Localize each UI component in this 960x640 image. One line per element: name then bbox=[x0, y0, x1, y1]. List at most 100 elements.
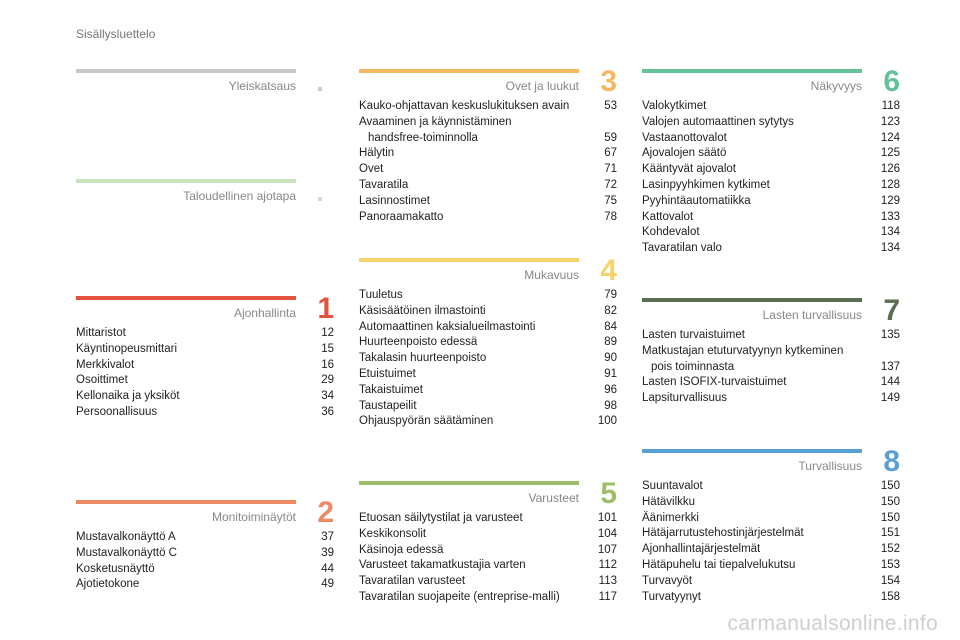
toc-entry[interactable]: Mustavalkonäyttö C 39 bbox=[76, 546, 334, 562]
section-title: Varusteet bbox=[528, 491, 579, 505]
toc-entry[interactable]: Mittaristot 12 bbox=[76, 326, 334, 342]
section-title: Yleiskatsaus bbox=[228, 79, 296, 93]
toc-entry[interactable]: Lasten ISOFIX-turvaistuimet 144 bbox=[642, 375, 900, 391]
section-title: Monitoiminäytöt bbox=[211, 510, 296, 524]
entry-page-number: 75 bbox=[604, 194, 617, 207]
toc-entry[interactable]: Pyyhintäautomatiikka 129 bbox=[642, 194, 900, 210]
toc-entry[interactable]: Äänimerkki 150 bbox=[642, 511, 900, 527]
toc-entry[interactable]: Kattovalot 133 bbox=[642, 210, 900, 226]
section-header[interactable]: Ovet ja luukut 3 bbox=[359, 67, 617, 97]
section-number: 5 bbox=[600, 477, 617, 510]
toc-entry[interactable]: Ovet 71 bbox=[359, 162, 617, 178]
toc-entry[interactable]: Hälytin 67 bbox=[359, 146, 617, 162]
toc-entry[interactable]: Tavaratilan suojapeite (entreprise-malli… bbox=[359, 590, 617, 606]
entry-title: Etuosan säilytystilat ja varusteet bbox=[359, 512, 523, 524]
toc-entry[interactable]: Lapsiturvallisuus 149 bbox=[642, 391, 900, 407]
toc-entry[interactable]: Käsisäätöinen ilmastointi 82 bbox=[359, 304, 617, 320]
toc-entry[interactable]: Ajovalojen säätö 125 bbox=[642, 146, 900, 162]
toc-entry[interactable]: Taustapeilit 98 bbox=[359, 399, 617, 415]
entry-page-number: 78 bbox=[604, 210, 617, 223]
section-header[interactable]: Taloudellinen ajotapa bbox=[76, 183, 334, 205]
toc-entry[interactable]: Hätäjarrutustehostinjärjestelmät 151 bbox=[642, 526, 900, 542]
toc-entry[interactable]: Varusteet takamatkustajia varten 112 bbox=[359, 558, 617, 574]
toc-entry[interactable]: Takalasin huurteenpoisto 90 bbox=[359, 351, 617, 367]
toc-entry[interactable]: Tuuletus 79 bbox=[359, 288, 617, 304]
toc-entry[interactable]: Tavaratila 72 bbox=[359, 178, 617, 194]
toc-entry[interactable]: Ajonhallintajärjestelmät 152 bbox=[642, 542, 900, 558]
entry-page-number: 117 bbox=[598, 590, 617, 603]
section-header[interactable]: Näkyvyys 6 bbox=[642, 67, 900, 97]
entry-list: Valokytkimet 118 Valojen automaattinen syt… bbox=[642, 99, 900, 257]
toc-entry[interactable]: Etuistuimet 91 bbox=[359, 367, 617, 383]
toc-entry[interactable]: Osoittimet 29 bbox=[76, 373, 334, 389]
toc-entry[interactable]: Lasinnostimet 75 bbox=[359, 194, 617, 210]
section-color-bar bbox=[76, 500, 296, 504]
entry-title: Takaistuimet bbox=[359, 383, 423, 396]
toc-entry[interactable]: Panoraamakatto 78 bbox=[359, 210, 617, 226]
entry-title: Käsisäätöinen ilmastointi bbox=[359, 304, 486, 317]
toc-entry[interactable]: Ohjauspyörän säätäminen 100 bbox=[359, 414, 617, 430]
entry-title: Ajotietokone bbox=[76, 578, 140, 591]
entry-page-number: 133 bbox=[880, 210, 900, 223]
toc-entry[interactable]: Vastaanottovalot 124 bbox=[642, 131, 900, 147]
section-title: Ovet ja luukut bbox=[505, 79, 579, 93]
entry-list: Mustavalkonäyttö A 37 Mustavalkonäyttö C 39… bbox=[76, 530, 334, 593]
entry-page-number: 71 bbox=[604, 163, 617, 176]
toc-entry[interactable]: Keskikonsolit 104 bbox=[359, 527, 617, 543]
section-header[interactable]: Ajonhallinta 1 bbox=[76, 294, 334, 324]
entry-title: Tavaratilan suojapeite (entreprise-malli… bbox=[359, 590, 560, 603]
toc-entry[interactable]: Valojen automaattinen sytytys 123 bbox=[642, 115, 900, 131]
entry-page-number: 151 bbox=[880, 527, 900, 540]
toc-entry[interactable]: Kohdevalot 134 bbox=[642, 225, 900, 241]
toc-entry[interactable]: Tavaratilan varusteet 113 bbox=[359, 574, 617, 590]
toc-entry[interactable]: Persoonallisuus 36 bbox=[76, 405, 334, 421]
toc-entry[interactable]: Turvatyynyt 158 bbox=[642, 590, 900, 606]
section-number: 3 bbox=[600, 65, 617, 98]
toc-entry[interactable]: Turvavyöt 154 bbox=[642, 574, 900, 590]
entry-page-number: 152 bbox=[880, 543, 900, 556]
toc-entry[interactable]: Lasten turvaistuimet 135 bbox=[642, 328, 900, 344]
section-header[interactable]: Monitoiminäytöt 2 bbox=[76, 498, 334, 528]
section-color-bar bbox=[359, 481, 579, 485]
toc-entry[interactable]: Kauko-ohjattavan keskuslukituksen avain 5… bbox=[359, 99, 617, 115]
toc-entry[interactable]: Käsinoja edessä 107 bbox=[359, 543, 617, 559]
section-header[interactable]: Varusteet 5 bbox=[359, 479, 617, 509]
entry-page-number: 82 bbox=[604, 304, 617, 317]
section-color-bar bbox=[359, 69, 579, 73]
toc-entry[interactable]: Etuosan säilytystilat ja varusteet 101 bbox=[359, 511, 617, 527]
entry-title: Ohjauspyörän säätäminen bbox=[359, 415, 494, 428]
toc-entry[interactable]: Suuntavalot 150 bbox=[642, 479, 900, 495]
toc-entry[interactable]: Kellonaika ja yksiköt 34 bbox=[76, 389, 334, 405]
section-header[interactable]: Lasten turvallisuus 7 bbox=[642, 296, 900, 326]
toc-entry[interactable]: Lasinpyyhkimen kytkimet 128 bbox=[642, 178, 900, 194]
toc-entry[interactable]: Kosketusnäyttö 44 bbox=[76, 562, 334, 578]
toc-entry[interactable]: Valokytkimet 118 bbox=[642, 99, 900, 115]
entry-list: Lasten turvaistuimet 135 Matkustajan etutu… bbox=[642, 328, 900, 407]
toc-entry[interactable]: Tavaratilan valo 134 bbox=[642, 241, 900, 257]
section-number: 2 bbox=[317, 496, 334, 529]
toc-section-nakyvyys: Näkyvyys 6 Valokytkimet 118 Valojen automaat… bbox=[642, 67, 900, 257]
entry-title: Ovet bbox=[359, 163, 384, 176]
section-header[interactable]: Turvallisuus 8 bbox=[642, 447, 900, 477]
toc-entry[interactable]: Mustavalkonäyttö A 37 bbox=[76, 530, 334, 546]
entry-page-number: 154 bbox=[880, 574, 900, 587]
entry-title: Pyyhintäautomatiikka bbox=[642, 194, 751, 207]
entry-page-number: 129 bbox=[880, 194, 900, 207]
toc-entry[interactable]: Kääntyvät ajovalot 126 bbox=[642, 162, 900, 178]
toc-entry[interactable]: Takaistuimet 96 bbox=[359, 383, 617, 399]
toc-entry[interactable]: Hätävilkku 150 bbox=[642, 495, 900, 511]
toc-entry[interactable]: Huurteenpoisto edessä 89 bbox=[359, 335, 617, 351]
toc-entry[interactable]: Automaattinen kaksialueilmastointi 84 bbox=[359, 320, 617, 336]
section-header[interactable]: Mukavuus 4 bbox=[359, 256, 617, 286]
toc-entry[interactable]: Käyntinopeusmittari 15 bbox=[76, 342, 334, 358]
toc-entry[interactable]: Matkustajan etuturvatyynyn kytkeminen po… bbox=[642, 344, 900, 376]
toc-entry[interactable]: Hätäpuhelu tai tiepalvelukutsu 153 bbox=[642, 558, 900, 574]
toc-entry[interactable]: Avaaminen ja käynnistäminen hands­free-t… bbox=[359, 115, 617, 147]
entry-list: Mittaristot 12 Käyntinopeusmittari 15 Merkki… bbox=[76, 326, 334, 421]
entry-page-number: 15 bbox=[321, 342, 334, 355]
toc-entry[interactable]: Ajotietokone 49 bbox=[76, 577, 334, 593]
section-header[interactable]: Yleiskatsaus bbox=[76, 73, 334, 95]
entry-page-number: 150 bbox=[880, 495, 900, 508]
toc-entry[interactable]: Merkkivalot 16 bbox=[76, 358, 334, 374]
entry-title: Avaaminen ja käynnistäminen hands­free-t… bbox=[359, 115, 512, 144]
